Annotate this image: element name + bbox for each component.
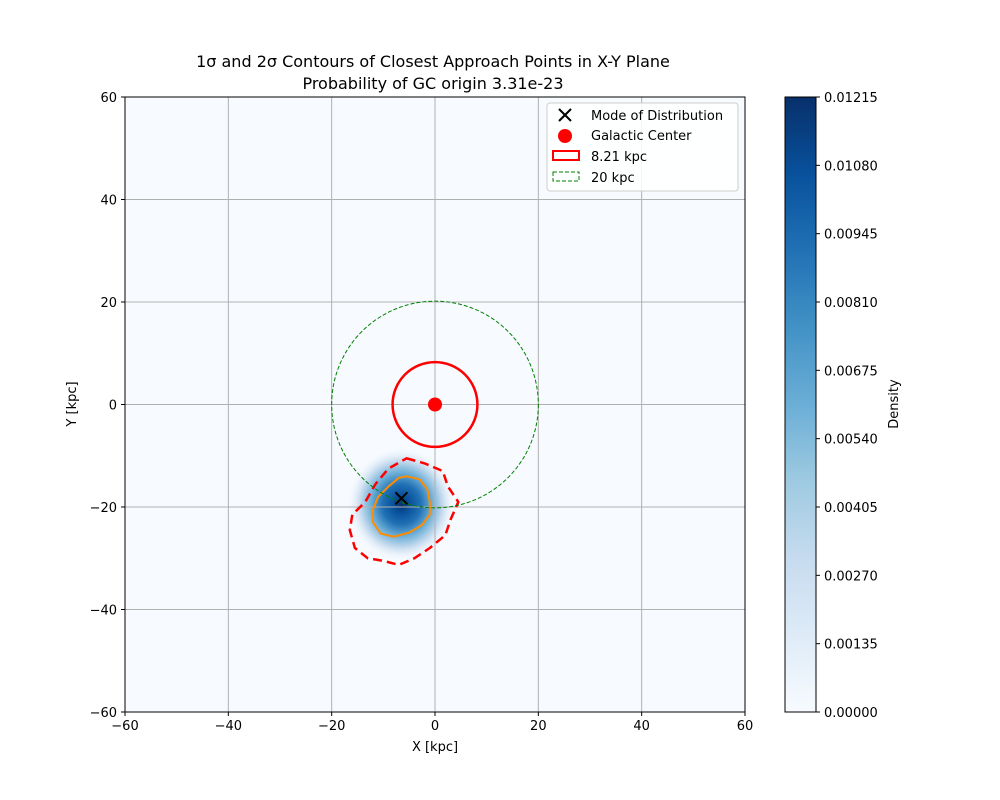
legend-item-mode: Mode of Distribution	[558, 108, 723, 124]
y-tick-label: 0	[109, 399, 117, 414]
red-rect-icon	[552, 150, 580, 161]
x-axis-label: X [kpc]	[412, 740, 458, 755]
colorbar-tick-label: 0.01080	[824, 159, 878, 174]
x-tick-label: −40	[215, 719, 242, 734]
y-tick-label: 60	[100, 91, 117, 106]
legend: Mode of Distribution Galactic Center 8.2…	[546, 102, 739, 192]
x-tick-label: 40	[633, 719, 650, 734]
colorbar-tick-label: 0.00405	[824, 501, 878, 516]
legend-item-8kpc: 8.21 kpc	[552, 150, 647, 165]
chart-title-line1: 1σ and 2σ Contours of Closest Approach P…	[196, 52, 670, 71]
galactic-center-marker	[428, 397, 442, 412]
colorbar-tick-label: 0.00675	[824, 364, 878, 379]
legend-label-20kpc: 20 kpc	[591, 171, 635, 186]
colorbar-tick-label: 0.00540	[824, 433, 878, 448]
colorbar-tick-label: 0.00810	[824, 296, 878, 311]
mode-marker	[394, 491, 409, 505]
y-axis-label: Y [kpc]	[65, 381, 80, 427]
y-tick-label: −20	[90, 501, 117, 516]
x-tick-label: 60	[737, 719, 754, 734]
x-tick-label: 20	[530, 719, 547, 734]
density-heatmap	[346, 446, 457, 563]
colorbar-tick-label: 0.01215	[824, 91, 878, 106]
legend-box	[546, 102, 739, 192]
legend-label-galactic-center: Galactic Center	[591, 129, 692, 144]
colorbar-tick-label: 0.00270	[824, 569, 878, 584]
colorbar-label: Density	[887, 379, 902, 429]
chart-title-line2: Probability of GC origin 3.31e-23	[302, 74, 563, 93]
x-tick-label: −60	[111, 719, 138, 734]
colorbar-tick-label: 0.00135	[824, 638, 878, 653]
contour-1sigma	[372, 475, 431, 538]
legend-label-mode: Mode of Distribution	[591, 109, 723, 124]
legend-label-8kpc: 8.21 kpc	[591, 150, 647, 165]
y-tick-label: −60	[90, 706, 117, 721]
y-tick-label: 20	[100, 296, 117, 311]
x-tick-label: −20	[318, 719, 345, 734]
colorbar	[784, 96, 817, 713]
circle-20-kpc	[331, 300, 539, 509]
y-tick-label: 40	[100, 194, 117, 209]
x-marker-icon	[558, 108, 572, 122]
colorbar-tick-label: 0.00945	[824, 228, 878, 243]
x-tick-label: 0	[431, 719, 439, 734]
circle-8-21-kpc	[391, 360, 479, 449]
colorbar-tick-label: 0.00000	[824, 706, 878, 721]
legend-item-20kpc: 20 kpc	[552, 171, 635, 186]
y-tick-label: −40	[90, 604, 117, 619]
legend-item-galactic-center: Galactic Center	[558, 129, 692, 144]
green-dashed-rect-icon	[552, 171, 580, 182]
red-dot-icon	[558, 129, 572, 143]
